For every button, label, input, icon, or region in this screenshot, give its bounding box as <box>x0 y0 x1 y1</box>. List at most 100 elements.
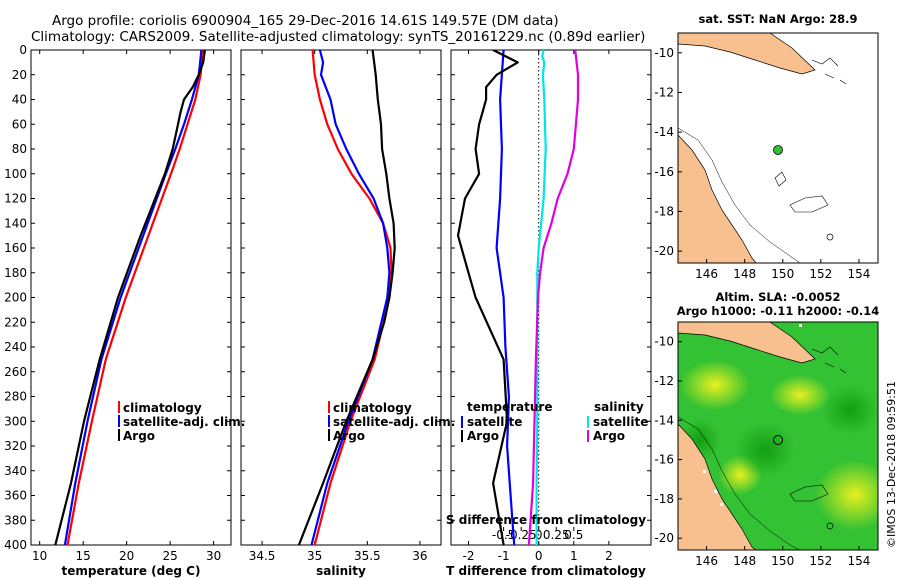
legend-s-satellite-label: satellite <box>593 415 648 429</box>
series-s-argo <box>527 50 580 545</box>
temperature-legend: climatology satellite-adj. clim. Argo <box>118 401 245 443</box>
difference-axes-box <box>450 49 652 546</box>
lat-tick-label: -14 <box>654 125 674 139</box>
reef-outline <box>789 484 829 502</box>
legend-argo-label: Argo <box>123 429 155 443</box>
depth-tick-label: 200 <box>4 291 27 305</box>
x-tick-label: 30 <box>206 549 221 563</box>
lat-tick-label: -10 <box>654 335 674 349</box>
legend-argo-label: Argo <box>333 429 365 443</box>
x-tick-label: 10 <box>32 549 47 563</box>
imos-credit: ©IMOS 13-Dec-2018 09:59:51 <box>885 381 898 548</box>
series-s-satellite <box>535 50 547 545</box>
islands <box>811 346 847 374</box>
australia-land <box>678 423 757 550</box>
x-tick-label: 15 <box>76 549 91 563</box>
difference-legend: temperature satellite Argo salinity sate… <box>461 400 648 443</box>
lon-tick-label: 154 <box>847 554 870 568</box>
lat-tick-label: -16 <box>654 453 674 467</box>
depth-tick-label: 400 <box>4 538 27 552</box>
argo-float-marker <box>773 435 783 445</box>
depth-tick-label: 40 <box>12 93 27 107</box>
lat-tick-label: -12 <box>654 374 674 388</box>
coastal-marker <box>714 490 717 493</box>
series-satellite-adj-clim <box>310 50 391 545</box>
sla-high-2 <box>815 460 878 530</box>
argo-float-marker <box>773 145 783 155</box>
s-tick-label: 0.25 <box>543 528 570 542</box>
salinity-legend: climatology satellite-adj. clim. Argo <box>328 401 455 443</box>
lon-tick-label: 152 <box>809 554 832 568</box>
sla-high-3 <box>770 375 830 415</box>
x-tick-label: 0 <box>535 549 543 563</box>
salinity-depth-ticks <box>241 49 441 546</box>
temperature-x-axis: 10 15 20 25 30 <box>32 50 221 563</box>
sla-map-x-axis: 146 148 150 152 154 <box>695 546 870 568</box>
lon-tick-label: 150 <box>771 267 794 281</box>
lat-tick-label: -18 <box>654 492 674 506</box>
depth-tick-label: 0 <box>19 43 27 57</box>
sst-map-y-axis: -10 -12 -14 -16 -18 -20 <box>654 46 682 258</box>
lat-tick-label: -12 <box>654 85 674 99</box>
sla-map-title-2: Argo h1000: -0.11 h2000: -0.14 <box>677 304 880 318</box>
png-land <box>678 322 816 364</box>
sla-high-1 <box>680 360 750 410</box>
png-land <box>678 33 816 75</box>
sst-map: sat. SST: NaN Argo: 28.9 146 148 150 152 154… <box>654 12 879 281</box>
x-tick-label: 35 <box>307 549 322 563</box>
x-tick-label: 2 <box>605 549 613 563</box>
sst-map-x-axis: 146 148 150 152 154 <box>695 259 870 281</box>
lat-tick-label: -10 <box>654 46 674 60</box>
depth-tick-label: 360 <box>4 489 27 503</box>
sla-map-title-1: Altim. SLA: -0.0052 <box>715 290 840 304</box>
lon-tick-label: 152 <box>809 267 832 281</box>
depth-tick-label: 260 <box>4 365 27 379</box>
lat-tick-label: -20 <box>654 244 674 258</box>
sla-low-2 <box>822 385 878 435</box>
lon-tick-label: 154 <box>847 267 870 281</box>
sla-map-frame <box>677 321 879 551</box>
depth-tick-label: 100 <box>4 167 27 181</box>
x-tick-label: 36 <box>412 549 427 563</box>
s-tick-label: -0.5 <box>492 528 515 542</box>
difference-depth-ticks <box>451 49 651 546</box>
depth-tick-label: 340 <box>4 464 27 478</box>
sla-map: Altim. SLA: -0.0052 Argo h1000: -0.11 h2… <box>654 290 880 568</box>
temperature-panel: 0 20 40 60 80 100 120 140 160 180 200 220 240 260 280 3… <box>4 43 245 578</box>
australia-land <box>678 134 757 263</box>
lon-tick-label: 146 <box>695 554 718 568</box>
series-climatology <box>311 50 393 545</box>
lon-tick-label: 146 <box>695 267 718 281</box>
lat-tick-label: -18 <box>654 204 674 218</box>
depth-tick-label: 140 <box>4 216 27 230</box>
series-t-satellite <box>495 50 516 545</box>
depth-tick-label: 380 <box>4 513 27 527</box>
depth-tick-label: 320 <box>4 439 27 453</box>
title-line-2: Climatology: CARS2009. Satellite-adjuste… <box>31 29 645 45</box>
sla-map-y-axis: -10 -12 -14 -16 -18 -20 <box>654 335 682 545</box>
salinity-profiles <box>297 50 396 545</box>
salinity-axes-box <box>240 49 442 546</box>
legend-climatology-label: climatology <box>333 401 412 415</box>
x-tick-label: 35.5 <box>354 549 381 563</box>
salinity-xlabel: salinity <box>316 564 366 578</box>
series-satellite-adj-clim <box>63 50 203 545</box>
series-argo <box>297 50 396 545</box>
x-tick-label: 1 <box>570 549 578 563</box>
temperature-xlabel: temperature (deg C) <box>62 564 201 578</box>
series-argo <box>54 50 206 545</box>
coastal-marker <box>799 324 802 327</box>
coastal-marker <box>703 470 706 473</box>
sst-map-frame <box>677 32 879 264</box>
legend-t-argo-label: Argo <box>467 429 499 443</box>
depth-tick-label: 280 <box>4 390 27 404</box>
reef-outline-2 <box>774 171 787 187</box>
x-tick-label: -2 <box>463 549 475 563</box>
s-tick-label: -0.25 <box>506 528 537 542</box>
difference-profiles <box>456 50 580 545</box>
depth-tick-label: 160 <box>4 241 27 255</box>
depth-tick-label: 20 <box>12 68 27 82</box>
island-circle <box>826 233 834 241</box>
bathymetry-contour <box>678 127 801 263</box>
